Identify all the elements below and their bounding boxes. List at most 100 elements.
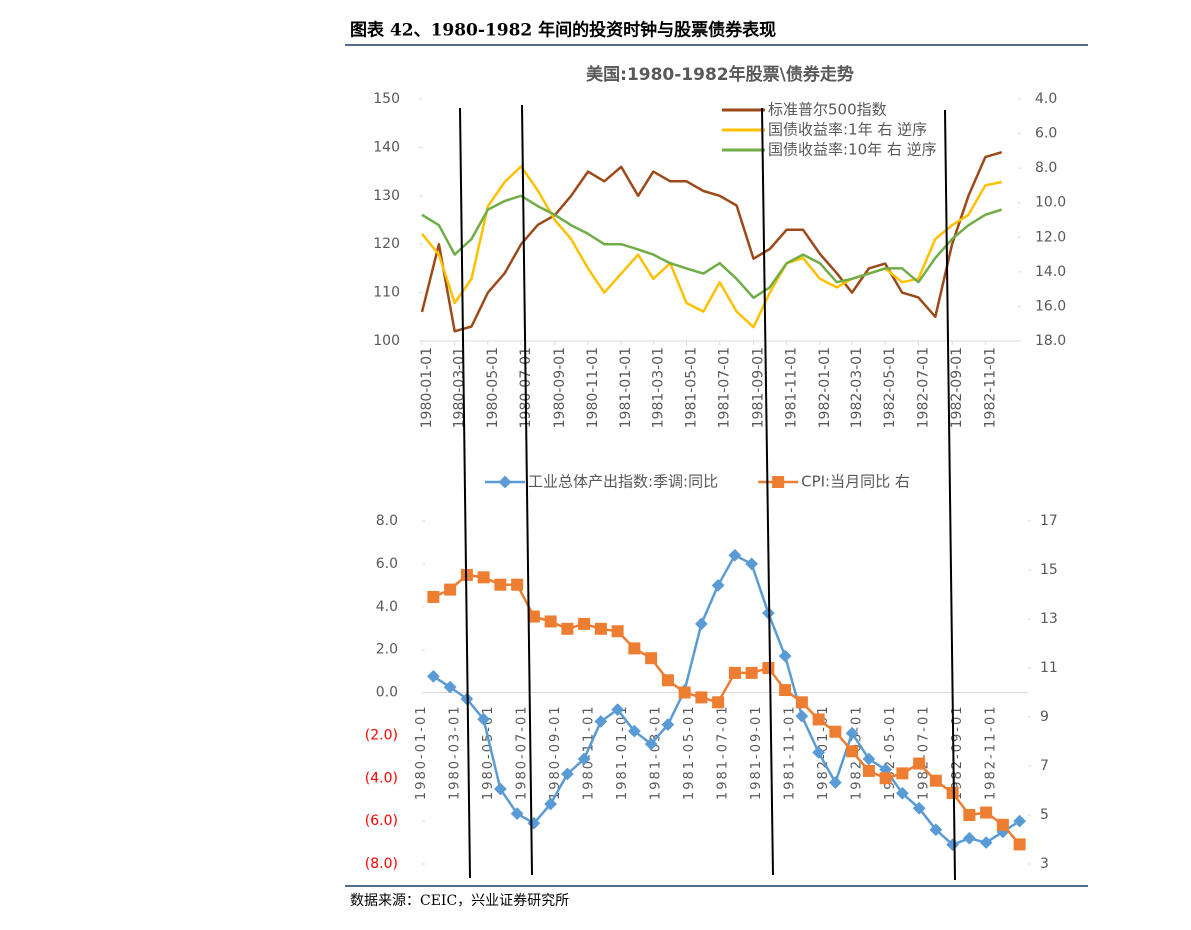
legend-label: 标准普尔500指数 [768, 101, 887, 119]
x-tick-label: 1982-03-01 [849, 347, 865, 428]
annotation-line [761, 107, 774, 876]
y2-tick-label: 3 [1040, 856, 1049, 872]
x-tick-label: 1980-11-01 [585, 347, 601, 428]
annotation-line [944, 109, 956, 881]
x-tick-label: 1982-11-01 [983, 705, 998, 801]
chart-title: 美国:1980-1982年股票\债券走势 [586, 64, 854, 85]
y-tick-label: 0.0 [376, 685, 398, 701]
marker [779, 684, 792, 697]
x-tick-label: 1981-01-01 [618, 347, 634, 428]
marker [795, 709, 809, 723]
y-tick-label: 8.0 [376, 513, 398, 529]
y-tick-label: 130 [373, 188, 400, 204]
x-tick-label: 1980-11-01 [581, 705, 596, 801]
x-tick-label: 1982-11-01 [982, 347, 998, 428]
y2-tick-label: 12.0 [1035, 229, 1066, 245]
marker [913, 757, 926, 770]
x-tick-label: 1981-01-01 [615, 705, 630, 801]
marker [762, 662, 775, 674]
x-tick-label: 1980-07-01 [514, 705, 529, 801]
marker [695, 617, 708, 631]
series-line [421, 165, 1002, 329]
marker [879, 772, 892, 785]
marker [1013, 814, 1026, 828]
marker [594, 622, 607, 635]
marker [1013, 838, 1026, 851]
y-tick-label: 140 [373, 139, 400, 155]
marker [846, 745, 859, 758]
annotation-lines [459, 104, 956, 881]
marker [996, 818, 1009, 831]
x-tick-label: 1981-05-01 [684, 347, 700, 428]
marker [427, 590, 440, 603]
x-tick-label: 1981-07-01 [717, 347, 733, 428]
x-tick-label: 1981-05-01 [682, 705, 697, 801]
marker [444, 583, 457, 596]
legend-label: 国债收益率:1年 右 逆序 [768, 121, 927, 139]
annotation-line [521, 104, 533, 876]
legend-marker [772, 476, 785, 488]
series-line [432, 554, 1021, 846]
marker [578, 617, 591, 630]
report-title: 图表 42、1980-1982 年间的投资时钟与股票债券表现 [350, 20, 776, 41]
y-tick-label: 2.0 [376, 642, 398, 658]
y-tick-label: (6.0) [365, 813, 398, 829]
y2-tick-label: 10.0 [1035, 195, 1066, 211]
x-tick-label: 1980-01-01 [414, 705, 429, 801]
annotation-line [459, 107, 471, 879]
marker [712, 696, 725, 709]
x-tick-label: 1980-01-01 [419, 347, 435, 428]
y2-tick-label: 13 [1040, 611, 1058, 627]
marker [745, 666, 758, 679]
marker [963, 831, 976, 845]
x-tick-label: 1980-05-01 [485, 347, 501, 428]
marker [645, 652, 658, 665]
x-tick-label: 1980-03-01 [452, 347, 468, 428]
marker [829, 725, 842, 738]
marker [979, 836, 993, 849]
y-tick-label: 6.0 [376, 556, 398, 572]
source-note: 数据来源：CEIC，兴业证券研究所 [350, 893, 569, 909]
legend-marker [498, 475, 512, 489]
marker [511, 578, 524, 591]
marker [862, 752, 876, 766]
marker [427, 670, 440, 683]
x-tick-label: 1982-09-01 [949, 347, 965, 428]
y2-tick-label: 15 [1040, 562, 1058, 578]
y2-tick-label: 4.0 [1035, 91, 1057, 107]
y2-tick-label: 8.0 [1035, 160, 1057, 176]
marker [745, 557, 758, 571]
y-tick-label: 120 [373, 236, 400, 252]
y-tick-label: 100 [373, 333, 400, 349]
marker [829, 776, 842, 789]
marker [896, 767, 909, 780]
y2-tick-label: 17 [1040, 513, 1058, 529]
charts: 美国:1980-1982年股票\债券走势 100 110 120 130 140 150 4.… [365, 64, 1066, 872]
marker [477, 571, 490, 584]
legend-label: 工业总体产出指数:季调:同比 [528, 473, 718, 491]
x-tick-label: 1981-09-01 [749, 705, 764, 801]
y-tick-label: 150 [373, 91, 400, 107]
series-line [421, 194, 1003, 300]
y2-tick-label: 16.0 [1035, 298, 1066, 314]
y2-tick-label: 6.0 [1035, 126, 1057, 142]
y-tick-label: (8.0) [365, 856, 398, 872]
y2-tick-label: 7 [1040, 758, 1049, 774]
marker [494, 578, 507, 591]
legend-label: 国债收益率:10年 右 逆序 [768, 141, 937, 159]
marker [611, 625, 624, 638]
x-tick-label: 1980-09-01 [552, 347, 568, 428]
x-tick-label: 1982-01-01 [817, 347, 833, 428]
x-tick-label: 1981-09-01 [750, 347, 766, 428]
marker [929, 774, 942, 787]
series-line [420, 151, 1003, 333]
marker [980, 806, 993, 819]
y2-tick-label: 9 [1040, 709, 1049, 725]
y-tick-label: (4.0) [365, 770, 398, 786]
x-tick-label: 1981-03-01 [648, 705, 663, 801]
y-tick-label: 4.0 [376, 599, 398, 615]
x-tick-label: 1981-11-01 [782, 705, 797, 801]
x-tick-label: 1981-03-01 [650, 347, 666, 428]
marker [728, 666, 741, 679]
y2-tick-label: 11 [1040, 660, 1058, 676]
